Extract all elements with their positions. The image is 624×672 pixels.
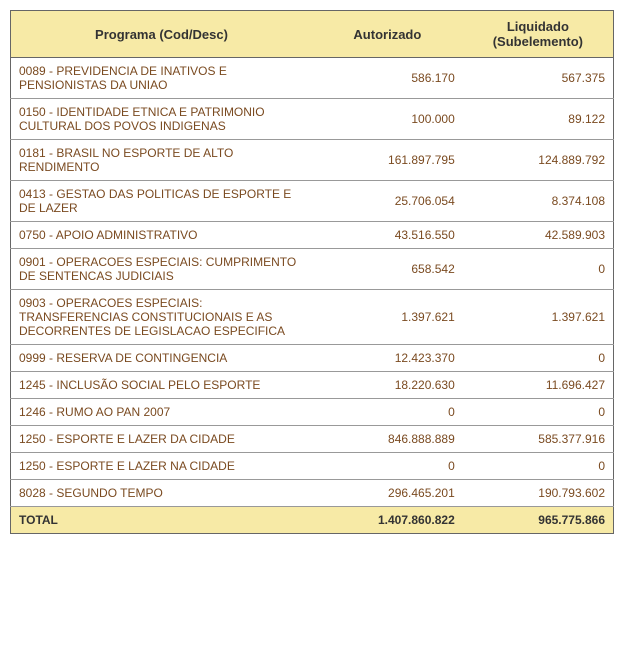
cell-autorizado: 18.220.630 xyxy=(312,372,463,399)
cell-autorizado: 100.000 xyxy=(312,99,463,140)
cell-programa: 0901 - OPERACOES ESPECIAIS: CUMPRIMENTO … xyxy=(11,249,313,290)
table-row: 0999 - RESERVA DE CONTINGENCIA12.423.370… xyxy=(11,345,614,372)
col-header-programa: Programa (Cod/Desc) xyxy=(11,11,313,58)
cell-autorizado: 25.706.054 xyxy=(312,181,463,222)
table-row: 0181 - BRASIL NO ESPORTE DE ALTO RENDIME… xyxy=(11,140,614,181)
cell-programa: 1246 - RUMO AO PAN 2007 xyxy=(11,399,313,426)
table-row: 8028 - SEGUNDO TEMPO296.465.201190.793.6… xyxy=(11,480,614,507)
table-row: 1250 - ESPORTE E LAZER NA CIDADE00 xyxy=(11,453,614,480)
cell-liquidado: 42.589.903 xyxy=(463,222,614,249)
cell-programa: 1245 - INCLUSÃO SOCIAL PELO ESPORTE xyxy=(11,372,313,399)
total-autorizado: 1.407.860.822 xyxy=(312,507,463,534)
cell-liquidado: 0 xyxy=(463,345,614,372)
table-row: 0903 - OPERACOES ESPECIAIS: TRANSFERENCI… xyxy=(11,290,614,345)
cell-liquidado: 567.375 xyxy=(463,58,614,99)
cell-autorizado: 0 xyxy=(312,453,463,480)
cell-liquidado: 0 xyxy=(463,249,614,290)
table-row: 0413 - GESTAO DAS POLITICAS DE ESPORTE E… xyxy=(11,181,614,222)
table-row: 0089 - PREVIDENCIA DE INATIVOS E PENSION… xyxy=(11,58,614,99)
cell-liquidado: 89.122 xyxy=(463,99,614,140)
table-row: 1245 - INCLUSÃO SOCIAL PELO ESPORTE18.22… xyxy=(11,372,614,399)
cell-autorizado: 296.465.201 xyxy=(312,480,463,507)
cell-liquidado: 1.397.621 xyxy=(463,290,614,345)
table-header: Programa (Cod/Desc) Autorizado Liquidado… xyxy=(11,11,614,58)
cell-programa: 1250 - ESPORTE E LAZER DA CIDADE xyxy=(11,426,313,453)
col-header-liquidado: Liquidado (Subelemento) xyxy=(463,11,614,58)
cell-liquidado: 585.377.916 xyxy=(463,426,614,453)
table-row: 0150 - IDENTIDADE ETNICA E PATRIMONIO CU… xyxy=(11,99,614,140)
cell-programa: 0750 - APOIO ADMINISTRATIVO xyxy=(11,222,313,249)
cell-autorizado: 658.542 xyxy=(312,249,463,290)
cell-autorizado: 1.397.621 xyxy=(312,290,463,345)
cell-liquidado: 8.374.108 xyxy=(463,181,614,222)
table-row: 0750 - APOIO ADMINISTRATIVO43.516.55042.… xyxy=(11,222,614,249)
table-row: 1246 - RUMO AO PAN 200700 xyxy=(11,399,614,426)
cell-autorizado: 12.423.370 xyxy=(312,345,463,372)
cell-autorizado: 43.516.550 xyxy=(312,222,463,249)
cell-liquidado: 11.696.427 xyxy=(463,372,614,399)
cell-programa: 0903 - OPERACOES ESPECIAIS: TRANSFERENCI… xyxy=(11,290,313,345)
cell-autorizado: 0 xyxy=(312,399,463,426)
cell-programa: 0089 - PREVIDENCIA DE INATIVOS E PENSION… xyxy=(11,58,313,99)
cell-autorizado: 161.897.795 xyxy=(312,140,463,181)
table-row: 0901 - OPERACOES ESPECIAIS: CUMPRIMENTO … xyxy=(11,249,614,290)
col-header-autorizado: Autorizado xyxy=(312,11,463,58)
cell-liquidado: 190.793.602 xyxy=(463,480,614,507)
cell-programa: 0413 - GESTAO DAS POLITICAS DE ESPORTE E… xyxy=(11,181,313,222)
table-row: 1250 - ESPORTE E LAZER DA CIDADE846.888.… xyxy=(11,426,614,453)
cell-programa: 0150 - IDENTIDADE ETNICA E PATRIMONIO CU… xyxy=(11,99,313,140)
total-row: TOTAL 1.407.860.822 965.775.866 xyxy=(11,507,614,534)
cell-liquidado: 0 xyxy=(463,453,614,480)
cell-programa: 0181 - BRASIL NO ESPORTE DE ALTO RENDIME… xyxy=(11,140,313,181)
table-body: 0089 - PREVIDENCIA DE INATIVOS E PENSION… xyxy=(11,58,614,507)
cell-programa: 1250 - ESPORTE E LAZER NA CIDADE xyxy=(11,453,313,480)
budget-table: Programa (Cod/Desc) Autorizado Liquidado… xyxy=(10,10,614,534)
cell-programa: 8028 - SEGUNDO TEMPO xyxy=(11,480,313,507)
cell-programa: 0999 - RESERVA DE CONTINGENCIA xyxy=(11,345,313,372)
total-liquidado: 965.775.866 xyxy=(463,507,614,534)
total-label: TOTAL xyxy=(11,507,313,534)
cell-autorizado: 586.170 xyxy=(312,58,463,99)
cell-liquidado: 0 xyxy=(463,399,614,426)
cell-autorizado: 846.888.889 xyxy=(312,426,463,453)
cell-liquidado: 124.889.792 xyxy=(463,140,614,181)
